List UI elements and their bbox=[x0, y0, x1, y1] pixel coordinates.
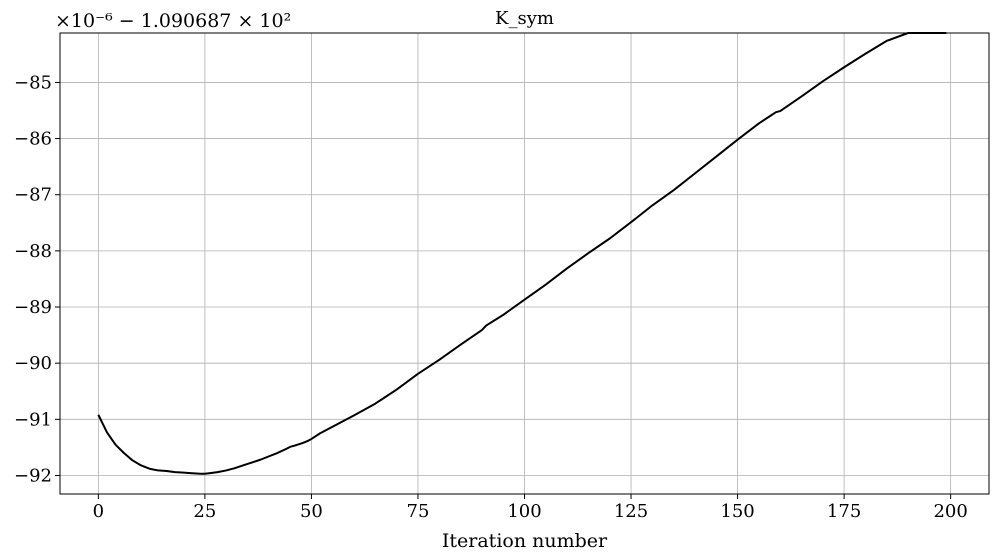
grid bbox=[60, 33, 989, 494]
y-tick-label: −90 bbox=[14, 353, 52, 374]
y-tick-label: −85 bbox=[14, 72, 52, 93]
x-axis-label: Iteration number bbox=[442, 530, 608, 552]
x-tick-label: 200 bbox=[933, 501, 967, 522]
x-tick-label: 175 bbox=[827, 501, 861, 522]
x-tick-label: 100 bbox=[507, 501, 541, 522]
series-line-0 bbox=[97, 32, 947, 475]
x-tick-label: 125 bbox=[614, 501, 648, 522]
x-tick-label: 50 bbox=[300, 501, 323, 522]
y-tick-label: −86 bbox=[14, 129, 52, 150]
y-tick-label: −92 bbox=[14, 465, 52, 486]
x-tick-label: 25 bbox=[193, 501, 216, 522]
y-offset-label: ×10⁻⁶ − 1.090687 × 10² bbox=[55, 10, 291, 32]
x-tick-label: 75 bbox=[407, 501, 430, 522]
x-tick-label: 0 bbox=[93, 501, 104, 522]
series-layer bbox=[97, 32, 947, 475]
y-tick-label: −88 bbox=[14, 241, 52, 262]
y-tick-label: −91 bbox=[14, 409, 52, 430]
x-tick-label: 150 bbox=[720, 501, 754, 522]
chart-title: K_sym bbox=[495, 8, 554, 29]
ticks: 0 25 50 75 100 125 150 175 200 −92 −91 −90 −89 −88 −87… bbox=[14, 72, 968, 522]
y-tick-label: −87 bbox=[14, 185, 52, 206]
y-tick-label: −89 bbox=[14, 297, 52, 318]
